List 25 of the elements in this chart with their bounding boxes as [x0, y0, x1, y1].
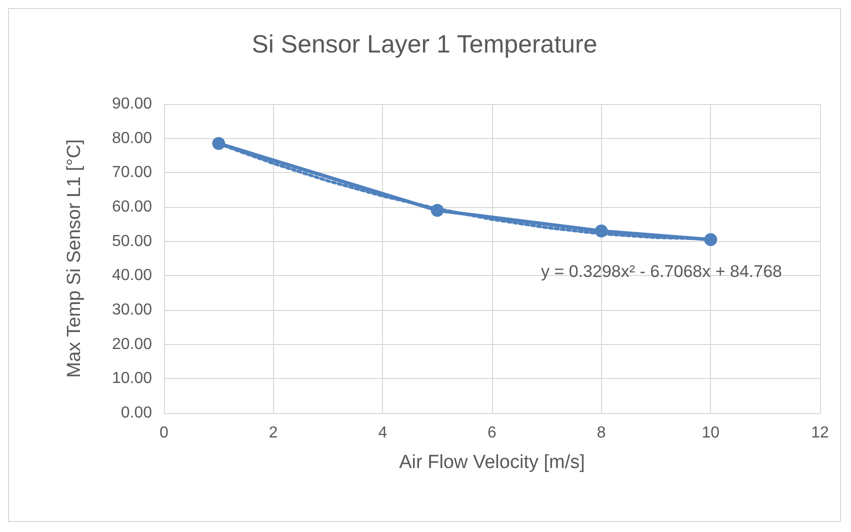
x-tick-label: 8: [596, 424, 606, 442]
x-axis-title: Air Flow Velocity [m/s]: [399, 452, 585, 473]
point: [212, 136, 226, 150]
y-axis-title: Max Temp Si Sensor L1 [°C]: [64, 139, 85, 378]
y-tick-label: 70.00: [112, 164, 152, 182]
point: [430, 204, 444, 217]
y-tick-label: 60.00: [112, 198, 152, 216]
y-tick-label: 50.00: [112, 232, 152, 250]
y-tick-label: 10.00: [112, 370, 152, 388]
chart-title: Si Sensor Layer 1 Temperature: [252, 30, 598, 58]
x-tick-label: 2: [268, 424, 278, 442]
point: [594, 224, 608, 238]
annotation: y = 0.3298x² - 6.7068x + 84.768: [540, 262, 782, 281]
y-tick-label: 0.00: [120, 404, 152, 422]
x-tick-label: 4: [378, 424, 388, 442]
x-tick-label: 6: [488, 424, 497, 442]
x-tick-label: 12: [811, 424, 829, 442]
x-tick-label: 0: [160, 424, 169, 442]
y-tick-label: 80.00: [112, 130, 152, 147]
y-tick-label: 90.00: [112, 96, 152, 112]
y-tick-label: 30.00: [112, 302, 152, 318]
y-tick-label: 20.00: [112, 336, 152, 353]
y-tick-label: 40.00: [112, 267, 152, 284]
point: [704, 233, 718, 246]
x-tick-label: 10: [702, 424, 720, 442]
